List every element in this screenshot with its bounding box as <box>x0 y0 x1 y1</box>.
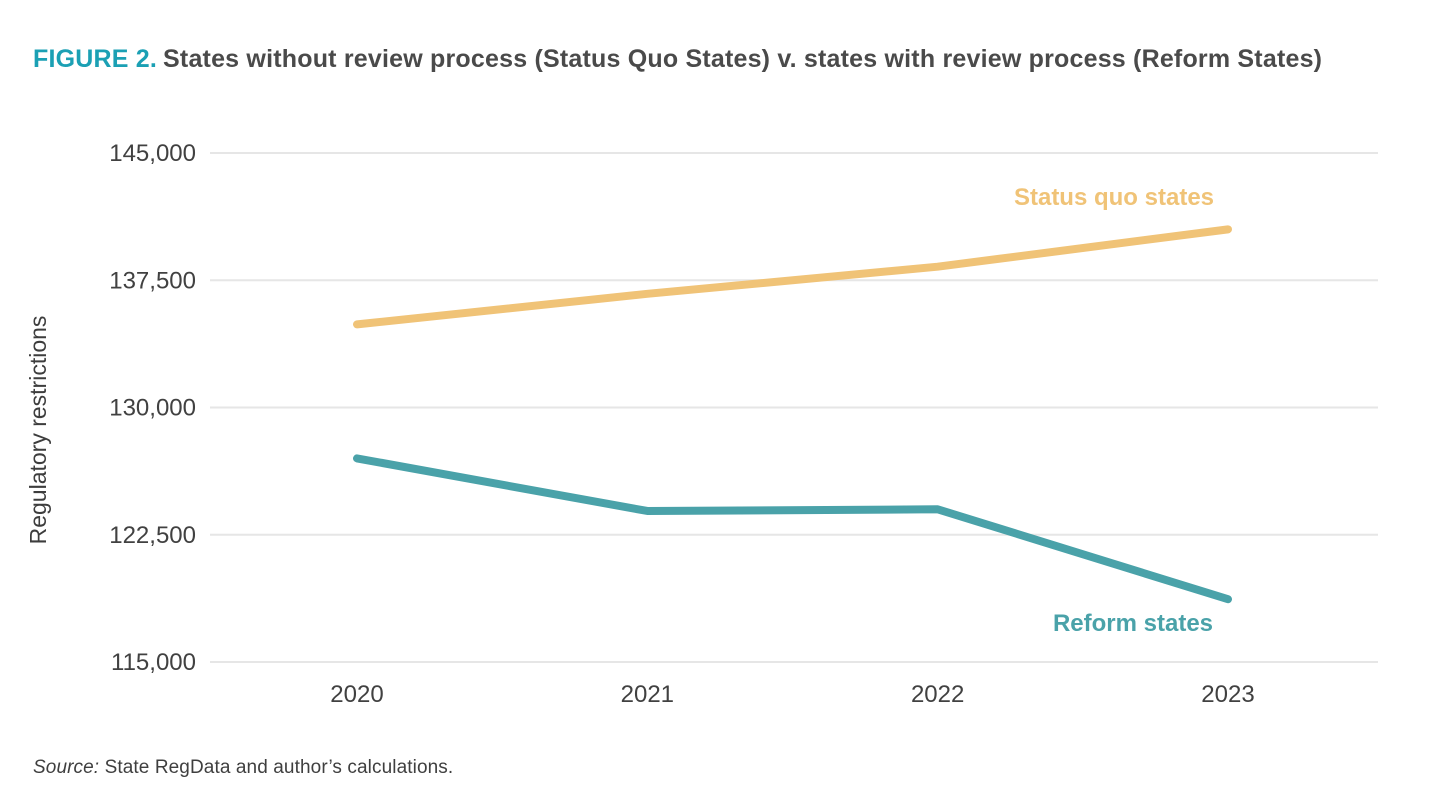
x-tick-label: 2020 <box>330 681 383 708</box>
figure-title-text: States without review process (Status Qu… <box>163 45 1323 73</box>
y-tick-labels: 115,000 122,500 130,000 137,500 145,000 <box>109 140 196 676</box>
series-line-reform <box>353 454 1232 604</box>
series-lines <box>353 225 1232 604</box>
gridlines <box>210 152 1378 663</box>
source-text: State RegData and author’s calculations. <box>104 757 454 778</box>
y-tick-label: 137,500 <box>109 267 196 294</box>
series-label-status-quo: Status quo states <box>1014 184 1214 211</box>
y-tick-label: 115,000 <box>111 649 196 676</box>
series-line-status-quo <box>353 225 1232 329</box>
y-axis-title: Regulatory restrictions <box>25 316 51 545</box>
x-tick-label: 2022 <box>911 681 964 708</box>
y-tick-label: 130,000 <box>109 395 196 422</box>
x-tick-labels: 2020 2021 2022 2023 <box>330 681 1254 708</box>
y-tick-label: 122,500 <box>109 522 196 549</box>
x-tick-label: 2021 <box>621 681 674 708</box>
figure-number-label: FIGURE 2. <box>33 45 158 73</box>
source-prefix: Source: <box>33 757 100 778</box>
figure-title: FIGURE 2. States without review process (… <box>33 40 1363 78</box>
source-note: Source: State RegData and author’s calcu… <box>33 757 453 779</box>
y-tick-label: 145,000 <box>109 140 196 167</box>
x-tick-label: 2023 <box>1201 681 1254 708</box>
series-label-reform: Reform states <box>1053 610 1213 637</box>
